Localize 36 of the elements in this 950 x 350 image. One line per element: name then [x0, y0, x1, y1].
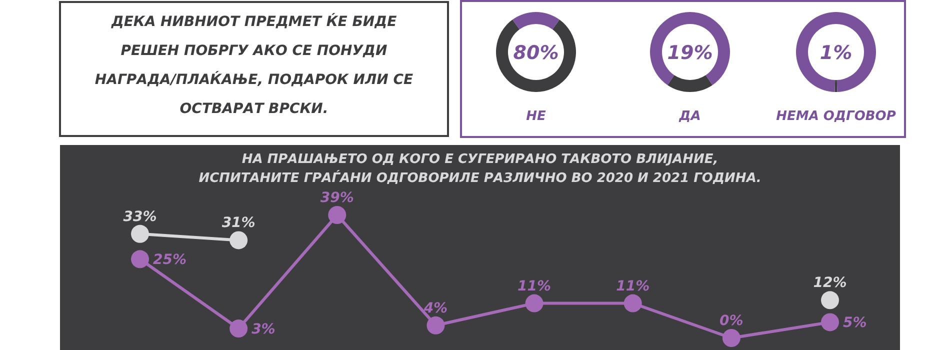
point — [131, 250, 149, 268]
data-label: 33% — [123, 208, 157, 225]
data-label: 11% — [518, 278, 552, 294]
point — [131, 224, 149, 243]
data-label: 5% — [843, 315, 867, 332]
point — [230, 320, 248, 338]
donut-slice — [796, 12, 876, 92]
point — [426, 316, 445, 334]
point — [821, 313, 839, 332]
donut-slice — [650, 12, 730, 86]
data-label: 0% — [720, 313, 744, 329]
donut-slice — [496, 20, 576, 92]
data-label: 31% — [222, 215, 256, 232]
chart-title: НА ПРАШАЊЕТО ОД КОГО Е СУГЕРИРАНО ТАКВОТО ВЛИЈАНИЕ, ИСПИТАНИТЕ ГРАЃАНИ ОДГОВОРИЛЕ РАЗЛИЧНО ВО 2020 И 2021 ГОДИНА. — [198, 152, 762, 186]
data-label: 19% — [667, 42, 713, 64]
point — [525, 294, 544, 312]
text: ДЕКА НИВНИОТ ПРЕДМЕТ ЌЕ БИДЕ РЕШЕН ПОБРГУ АКО СЕ ПОНУДИ НАГРАДА/ПЛАЌАЊЕ, ПОДАРОК ИЛИ СЕ ОСТВАРАТ ВРСКИ. — [94, 13, 414, 117]
data-label: 4% — [422, 300, 448, 316]
point — [722, 329, 740, 347]
data-label: 25% — [153, 252, 187, 268]
donut-slice — [512, 12, 560, 30]
slice-label: ДА — [678, 109, 701, 124]
point — [328, 206, 346, 224]
point — [230, 231, 248, 250]
donut-slice — [834, 80, 838, 92]
point — [624, 294, 642, 312]
data-label: 3% — [252, 322, 276, 338]
data-label: 11% — [616, 278, 650, 294]
data-label: 39% — [320, 190, 354, 206]
data-label: 80% — [513, 42, 559, 64]
slice-label: НЕМА ОДГОВОР — [776, 109, 896, 124]
data-label: 1% — [820, 42, 852, 64]
data-label: 12% — [813, 275, 847, 292]
point — [821, 291, 839, 310]
donut-slice — [668, 75, 712, 92]
slice-label: НЕ — [526, 109, 546, 124]
